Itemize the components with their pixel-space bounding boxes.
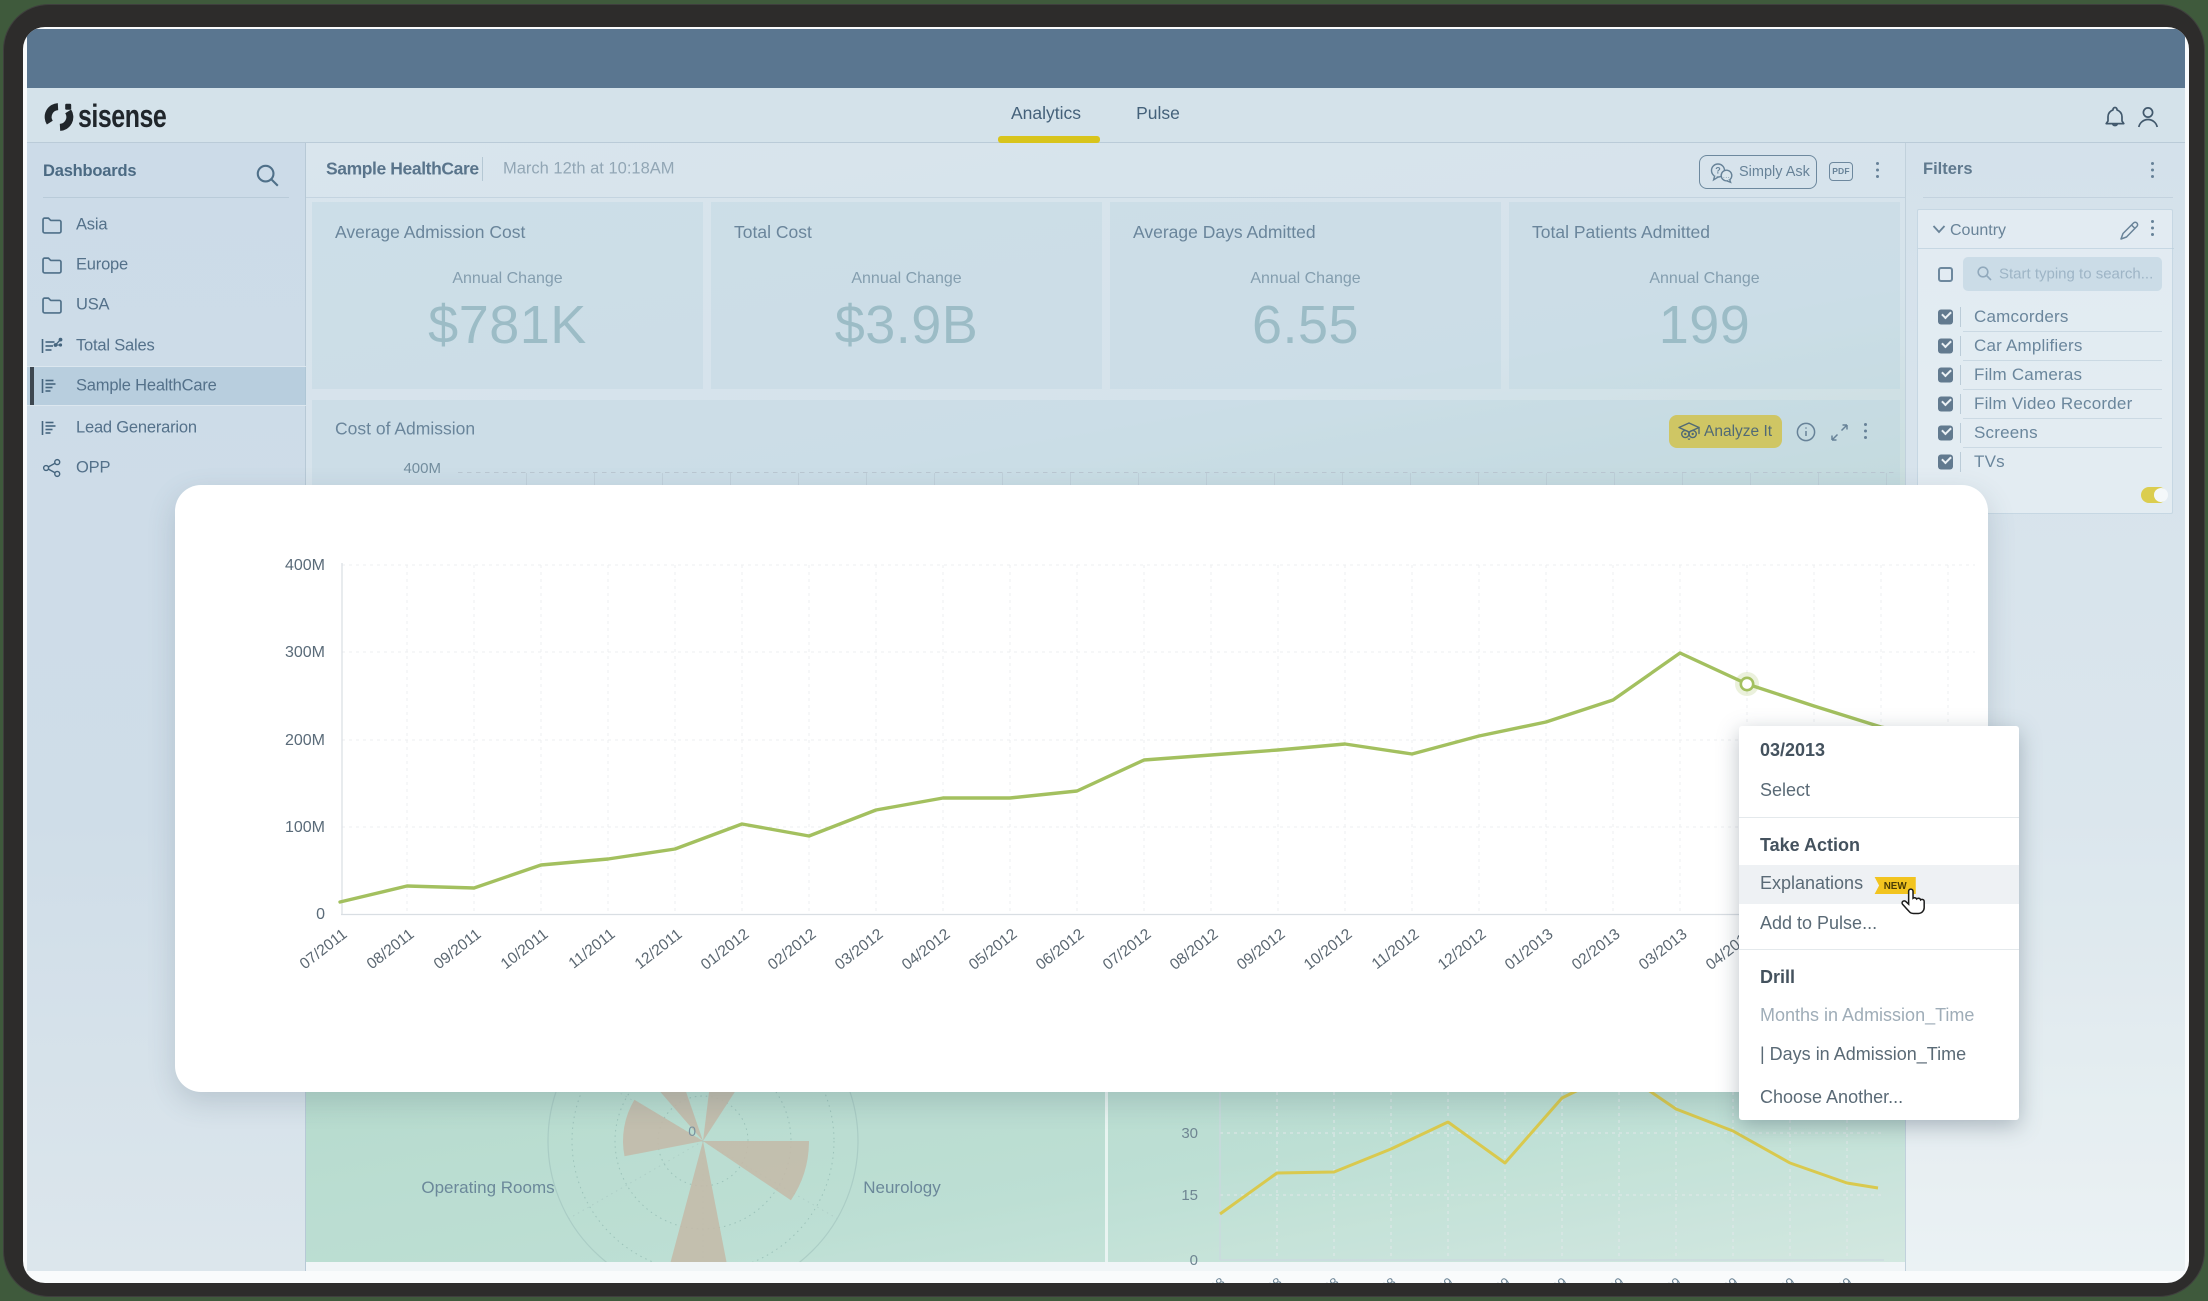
svg-text:11/2011: 11/2011 — [566, 926, 619, 972]
svg-text:Operating Rooms: Operating Rooms — [421, 1178, 554, 1197]
svg-text:15: 15 — [1181, 1187, 1198, 1204]
svg-text:2012/08: 2012/08 — [1351, 1275, 1399, 1283]
svg-text:02/2013: 02/2013 — [1569, 926, 1624, 974]
svg-text:30: 30 — [1181, 1125, 1198, 1142]
svg-text:NEW: NEW — [1884, 881, 1908, 892]
svg-text:2012/08: 2012/08 — [1294, 1275, 1342, 1283]
svg-text:05/2012: 05/2012 — [966, 926, 1021, 974]
svg-text:08/2011: 08/2011 — [364, 926, 418, 973]
svg-text:07/2012: 07/2012 — [1100, 926, 1155, 974]
svg-text:2012/09: 2012/09 — [1408, 1275, 1456, 1283]
svg-text:06/2012: 06/2012 — [1033, 926, 1088, 974]
svg-text:2013/09: 2013/09 — [1636, 1275, 1684, 1283]
svg-text:2013/09: 2013/09 — [1522, 1275, 1570, 1283]
svg-text:02/2012: 02/2012 — [765, 926, 820, 974]
svg-text:300M: 300M — [285, 644, 325, 661]
svg-text:03/2013: 03/2013 — [1636, 926, 1691, 974]
svg-text:10/2011: 10/2011 — [498, 926, 552, 973]
svg-text:0: 0 — [316, 906, 325, 923]
svg-text:200M: 200M — [285, 732, 325, 749]
svg-text:01/2013: 01/2013 — [1502, 926, 1557, 974]
svg-text:08/2012: 08/2012 — [1167, 926, 1222, 974]
svg-text:09/2011: 09/2011 — [431, 926, 485, 973]
svg-text:2013/09: 2013/09 — [1693, 1275, 1741, 1283]
svg-text:11/2012: 11/2012 — [1369, 926, 1423, 973]
svg-text:2013/09: 2013/09 — [1579, 1275, 1627, 1283]
svg-text:12/2011: 12/2011 — [632, 926, 686, 973]
svg-text:10/2012: 10/2012 — [1301, 926, 1356, 974]
svg-text:01/2012: 01/2012 — [698, 926, 753, 974]
svg-text:2012/08: 2012/08 — [1180, 1275, 1228, 1283]
svg-text:100M: 100M — [285, 819, 325, 836]
svg-text:...: ... — [1723, 173, 1730, 180]
svg-text:07/2011: 07/2011 — [297, 926, 351, 973]
svg-text:2013/09: 2013/09 — [1750, 1275, 1798, 1283]
svg-text:2012/09: 2012/09 — [1465, 1275, 1513, 1283]
svg-text:2013/09: 2013/09 — [1807, 1275, 1855, 1283]
svg-text:0: 0 — [1190, 1252, 1198, 1269]
svg-text:12/2012: 12/2012 — [1435, 926, 1490, 974]
svg-text:400M: 400M — [285, 557, 325, 574]
svg-text:0: 0 — [688, 1123, 696, 1139]
svg-text:Neurology: Neurology — [863, 1178, 941, 1197]
svg-text:09/2012: 09/2012 — [1234, 926, 1289, 974]
svg-text:03/2012: 03/2012 — [832, 926, 887, 974]
svg-text:2012/08: 2012/08 — [1237, 1275, 1285, 1283]
svg-text:04/2012: 04/2012 — [899, 926, 954, 974]
svg-text:?: ? — [1715, 166, 1721, 176]
